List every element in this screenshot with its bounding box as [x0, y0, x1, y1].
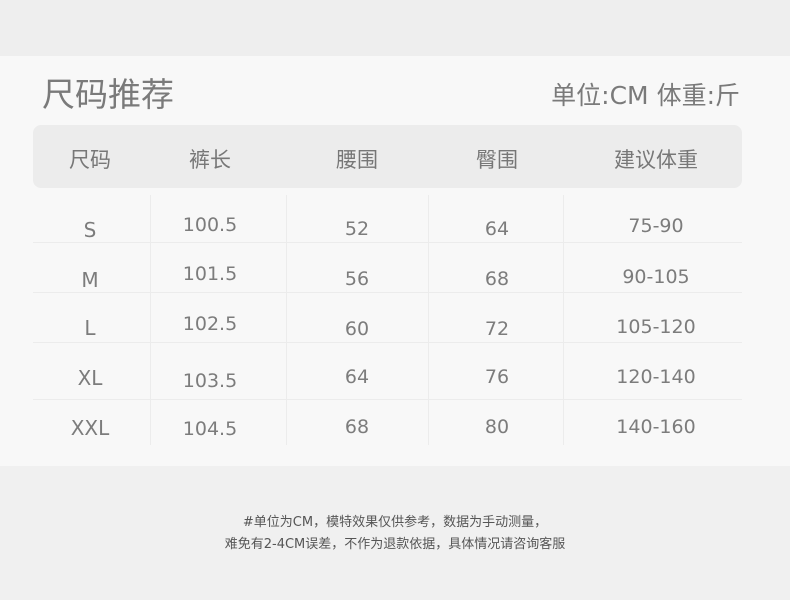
cell-weight: 90-105	[622, 266, 690, 288]
table-header	[33, 125, 742, 188]
cell-weight: 140-160	[616, 416, 696, 438]
page-title: 尺码推荐	[42, 75, 174, 114]
cell-waist: 52	[344, 218, 370, 240]
cell-hip: 64	[484, 218, 510, 240]
cell-waist: 64	[344, 366, 370, 388]
cell-weight: 75-90	[628, 215, 684, 237]
cell-hip: 80	[484, 416, 510, 438]
cell-size: L	[84, 316, 96, 340]
cell-waist: 60	[344, 318, 370, 340]
cell-waist: 56	[344, 268, 370, 290]
cell-weight: 105-120	[616, 316, 696, 338]
header-waist: 腰围	[336, 148, 378, 172]
size-chart-panel	[0, 56, 790, 466]
cell-length: 101.5	[182, 263, 238, 285]
header-length: 裤长	[189, 148, 231, 172]
column-divider	[563, 195, 564, 445]
cell-hip: 68	[484, 268, 510, 290]
cell-length: 104.5	[182, 418, 238, 440]
column-divider	[286, 195, 287, 445]
cell-length: 100.5	[182, 214, 238, 236]
row-divider	[33, 342, 742, 343]
column-divider	[428, 195, 429, 445]
cell-size: XL	[77, 366, 103, 390]
header-hip: 臀围	[476, 148, 518, 172]
cell-waist: 68	[344, 416, 370, 438]
row-divider	[33, 399, 742, 400]
cell-size: S	[83, 218, 97, 242]
unit-note: 单位:CM 体重:斤	[551, 81, 740, 110]
column-divider	[150, 195, 151, 445]
footer-band	[0, 466, 790, 600]
cell-length: 102.5	[182, 313, 238, 335]
header-size: 尺码	[69, 148, 111, 172]
cell-size: XXL	[70, 416, 110, 440]
cell-length: 103.5	[182, 370, 238, 392]
cell-hip: 76	[484, 366, 510, 388]
cell-hip: 72	[484, 318, 510, 340]
row-divider	[33, 292, 742, 293]
row-divider	[33, 242, 742, 243]
header-weight: 建议体重	[614, 148, 698, 172]
cell-weight: 120-140	[616, 366, 696, 388]
footer-note-line2: 难免有2-4CM误差，不作为退款依据，具体情况请咨询客服	[224, 537, 566, 552]
top-band	[0, 0, 790, 56]
cell-size: M	[81, 268, 99, 292]
footer-note-line1: #单位为CM，模特效果仅供参考，数据为手动测量，	[242, 515, 548, 530]
